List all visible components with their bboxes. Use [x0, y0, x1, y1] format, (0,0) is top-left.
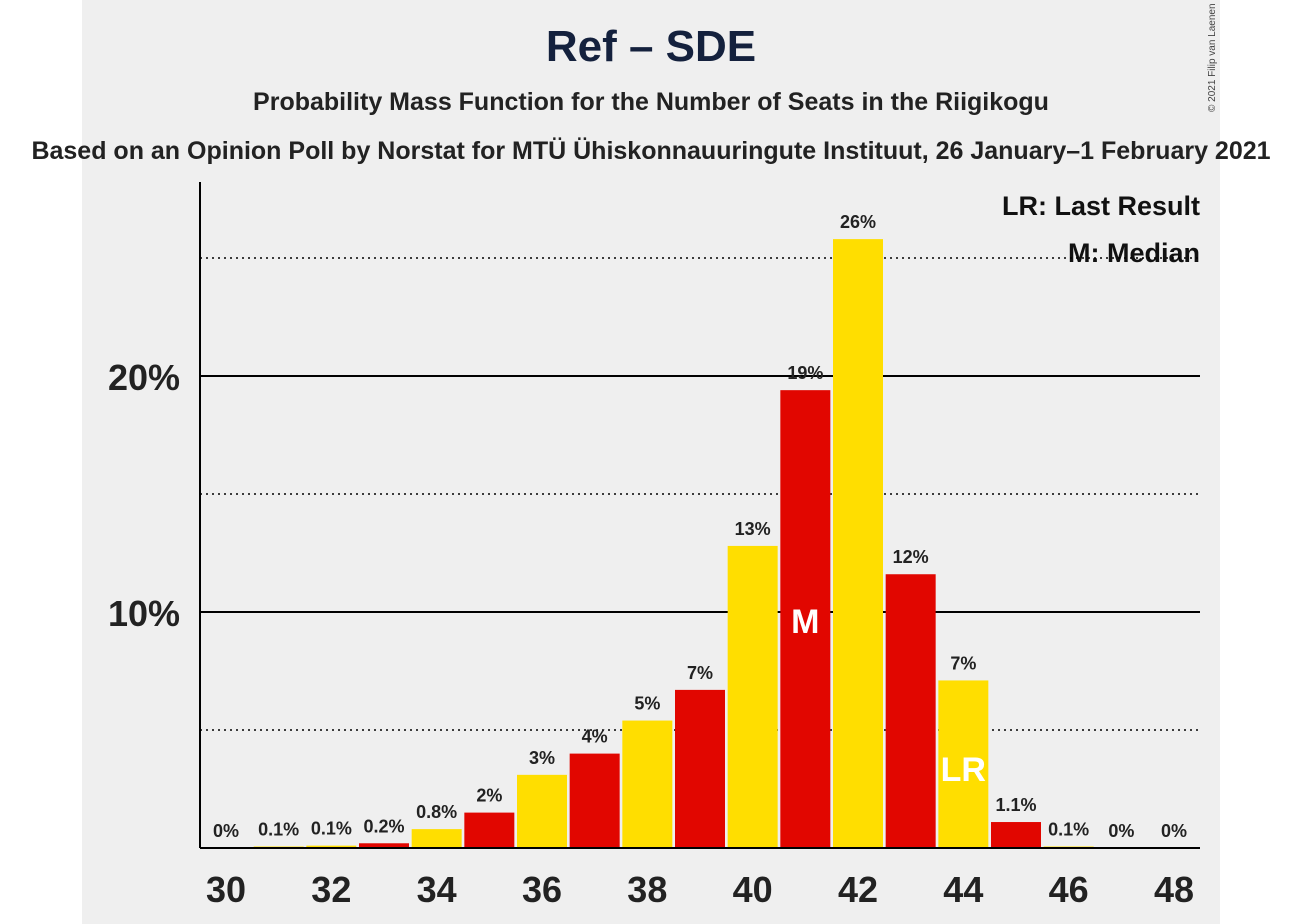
bar: [780, 390, 831, 848]
bar: [306, 845, 357, 848]
data-label: 1.1%: [995, 795, 1036, 815]
data-label: 2%: [476, 786, 502, 806]
bar: [359, 843, 409, 848]
data-label: 0.8%: [416, 802, 457, 822]
bar: [569, 753, 620, 848]
bar: [938, 680, 989, 848]
x-tick-label: 48: [1154, 869, 1194, 910]
y-tick-label: 10%: [108, 593, 180, 634]
data-label: 7%: [687, 663, 713, 683]
data-label: 26%: [840, 212, 876, 232]
x-tick-label: 46: [1049, 869, 1089, 910]
x-tick-label: 30: [206, 869, 246, 910]
x-tick-label: 42: [838, 869, 878, 910]
data-label: 19%: [787, 363, 823, 383]
data-label: 0.1%: [1048, 820, 1089, 840]
data-label: 4%: [582, 727, 608, 747]
data-label: 0%: [1108, 821, 1134, 841]
last-result-marker: LR: [941, 751, 986, 789]
bar: [517, 774, 567, 848]
x-tick-label: 34: [417, 869, 457, 910]
bar: [675, 689, 725, 848]
x-tick-label: 44: [943, 869, 983, 910]
bar: [622, 720, 673, 848]
x-tick-label: 38: [627, 869, 667, 910]
data-label: 0%: [213, 821, 239, 841]
chart-title: Ref – SDE: [545, 22, 757, 71]
data-label: 0.2%: [363, 816, 404, 836]
y-tick-label: 20%: [108, 357, 180, 398]
bar: [411, 829, 462, 848]
data-label: 0%: [1161, 821, 1187, 841]
x-tick-label: 40: [733, 869, 773, 910]
x-tick-label: 36: [522, 869, 562, 910]
data-label: 12%: [893, 547, 929, 567]
median-marker: M: [791, 603, 819, 641]
data-label: 7%: [950, 653, 976, 673]
chart-source: Based on an Opinion Poll by Norstat for …: [31, 137, 1271, 165]
data-label: 13%: [735, 519, 771, 539]
bar: [991, 822, 1041, 848]
legend-last-result: LR: Last Result: [1001, 191, 1200, 221]
data-label: 0.1%: [258, 820, 299, 840]
chart-subtitle: Probability Mass Function for the Number…: [253, 88, 1049, 116]
data-label: 3%: [529, 748, 555, 768]
bar: [885, 574, 936, 848]
bar: [464, 812, 515, 848]
bar: [833, 239, 883, 848]
x-tick-label: 32: [311, 869, 351, 910]
data-label: 0.1%: [311, 819, 352, 839]
bar: [727, 545, 778, 848]
legend-median: M: Median: [1068, 238, 1200, 268]
data-label: 5%: [634, 694, 660, 714]
legend: LR: Last Result M: Median: [1002, 183, 1200, 277]
